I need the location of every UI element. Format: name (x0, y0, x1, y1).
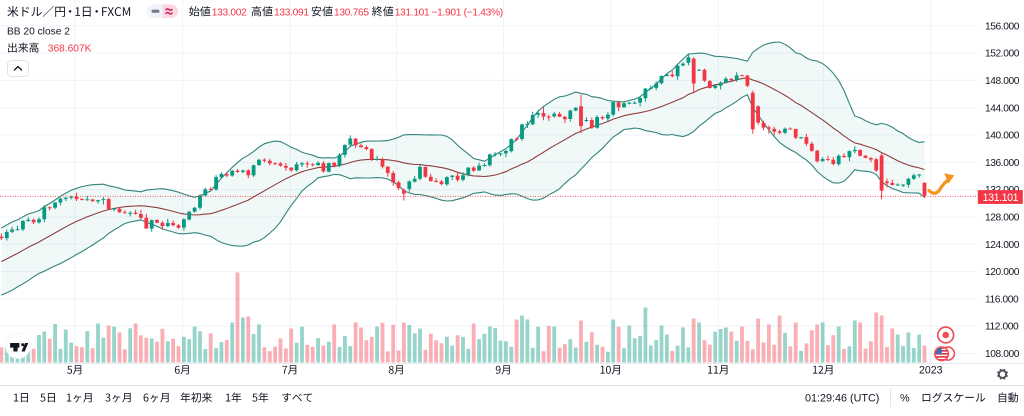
svg-text:133.002: 133.002 (212, 7, 247, 18)
svg-text:124.000: 124.000 (985, 240, 1020, 251)
svg-text:112.000: 112.000 (985, 322, 1019, 333)
svg-text:148.000: 148.000 (985, 76, 1020, 87)
svg-text:2023: 2023 (919, 365, 943, 377)
svg-text:130.765: 130.765 (334, 7, 369, 18)
svg-text:140.000: 140.000 (985, 131, 1020, 142)
svg-text:108.000: 108.000 (985, 349, 1020, 360)
svg-text:%: % (900, 393, 910, 405)
svg-text:128.000: 128.000 (985, 213, 1020, 224)
svg-text:01:29:46 (UTC): 01:29:46 (UTC) (805, 393, 879, 405)
svg-text:144.000: 144.000 (985, 103, 1020, 114)
svg-text:133.091: 133.091 (274, 7, 309, 18)
svg-text:120.000: 120.000 (985, 267, 1020, 278)
svg-text:131.101: 131.101 (395, 7, 430, 18)
svg-text:152.000: 152.000 (985, 49, 1020, 60)
svg-text:116.000: 116.000 (985, 294, 1019, 305)
svg-text:136.000: 136.000 (985, 158, 1020, 169)
svg-text:131.101: 131.101 (983, 192, 1019, 204)
svg-text:−1.901 (−1.43%): −1.901 (−1.43%) (432, 7, 503, 18)
svg-text:156.000: 156.000 (985, 21, 1020, 32)
svg-text:368.607K: 368.607K (48, 44, 92, 55)
svg-text:BB 20 close 2: BB 20 close 2 (7, 27, 70, 38)
